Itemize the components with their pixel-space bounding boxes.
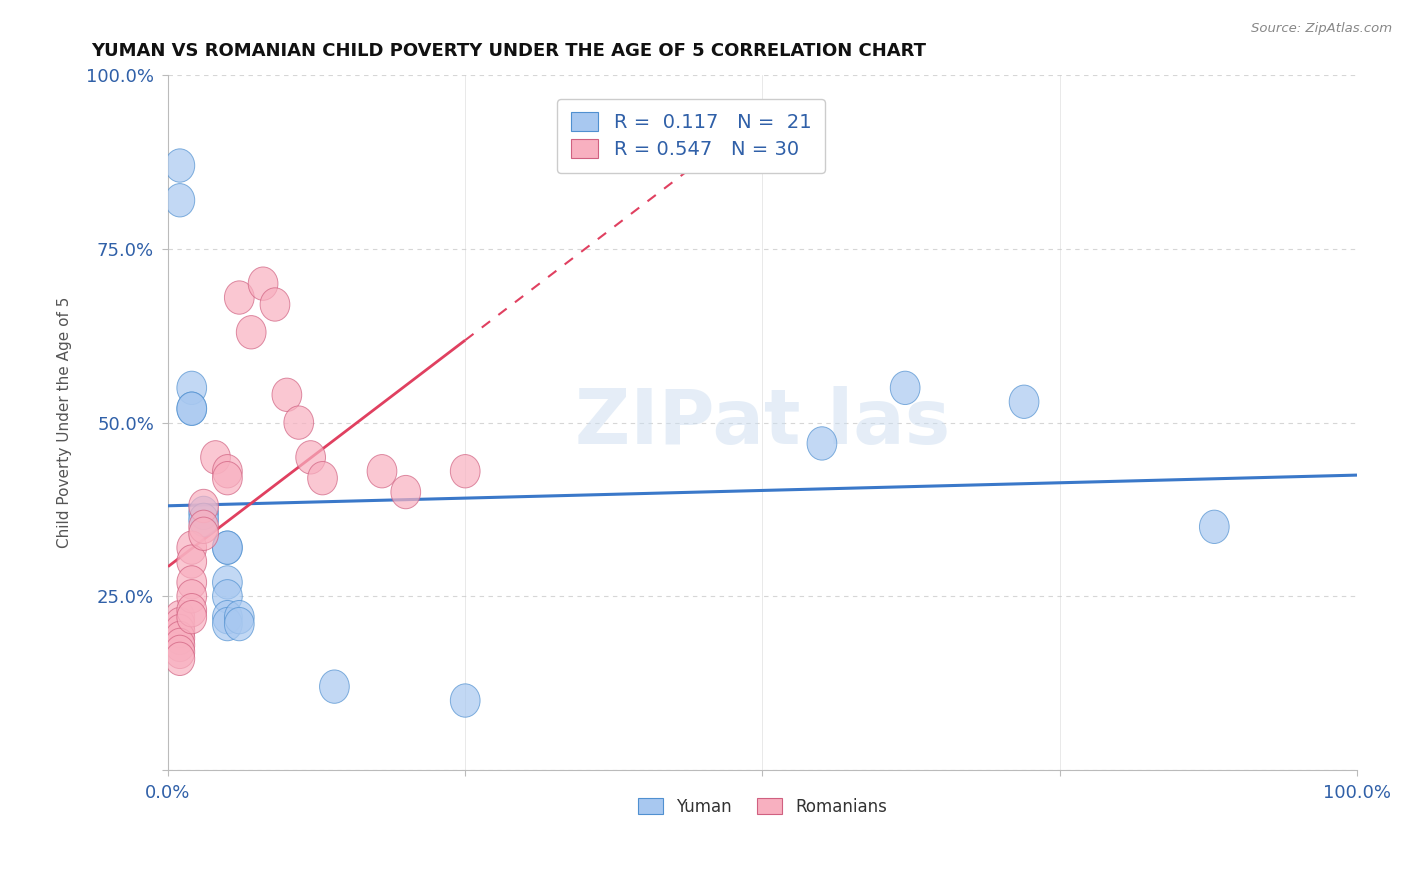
Ellipse shape bbox=[249, 267, 278, 301]
Ellipse shape bbox=[1199, 510, 1229, 543]
Ellipse shape bbox=[367, 455, 396, 488]
Ellipse shape bbox=[165, 607, 194, 640]
Ellipse shape bbox=[212, 566, 242, 599]
Ellipse shape bbox=[225, 281, 254, 314]
Ellipse shape bbox=[165, 615, 194, 648]
Ellipse shape bbox=[212, 461, 242, 495]
Ellipse shape bbox=[177, 580, 207, 613]
Ellipse shape bbox=[188, 490, 218, 523]
Ellipse shape bbox=[165, 149, 194, 182]
Ellipse shape bbox=[165, 600, 194, 634]
Ellipse shape bbox=[1010, 385, 1039, 418]
Ellipse shape bbox=[295, 441, 326, 474]
Ellipse shape bbox=[188, 496, 218, 530]
Ellipse shape bbox=[177, 371, 207, 405]
Ellipse shape bbox=[319, 670, 349, 703]
Ellipse shape bbox=[177, 566, 207, 599]
Ellipse shape bbox=[450, 684, 479, 717]
Ellipse shape bbox=[177, 545, 207, 578]
Ellipse shape bbox=[260, 288, 290, 321]
Ellipse shape bbox=[177, 593, 207, 627]
Ellipse shape bbox=[236, 316, 266, 349]
Ellipse shape bbox=[177, 600, 207, 634]
Ellipse shape bbox=[212, 600, 242, 634]
Text: Source: ZipAtlas.com: Source: ZipAtlas.com bbox=[1251, 22, 1392, 36]
Text: ZIPat las: ZIPat las bbox=[575, 385, 950, 459]
Legend: Yuman, Romanians: Yuman, Romanians bbox=[630, 789, 896, 824]
Ellipse shape bbox=[391, 475, 420, 508]
Ellipse shape bbox=[177, 531, 207, 565]
Ellipse shape bbox=[225, 600, 254, 634]
Ellipse shape bbox=[165, 635, 194, 669]
Ellipse shape bbox=[212, 607, 242, 640]
Ellipse shape bbox=[177, 392, 207, 425]
Ellipse shape bbox=[212, 531, 242, 565]
Ellipse shape bbox=[188, 517, 218, 550]
Ellipse shape bbox=[165, 642, 194, 675]
Ellipse shape bbox=[225, 607, 254, 640]
Ellipse shape bbox=[308, 461, 337, 495]
Ellipse shape bbox=[890, 371, 920, 405]
Ellipse shape bbox=[165, 622, 194, 655]
Ellipse shape bbox=[188, 503, 218, 537]
Ellipse shape bbox=[807, 426, 837, 460]
Ellipse shape bbox=[188, 510, 218, 543]
Ellipse shape bbox=[212, 455, 242, 488]
Text: YUMAN VS ROMANIAN CHILD POVERTY UNDER THE AGE OF 5 CORRELATION CHART: YUMAN VS ROMANIAN CHILD POVERTY UNDER TH… bbox=[90, 42, 925, 60]
Ellipse shape bbox=[165, 184, 194, 217]
Ellipse shape bbox=[450, 455, 479, 488]
Y-axis label: Child Poverty Under the Age of 5: Child Poverty Under the Age of 5 bbox=[58, 297, 72, 549]
Ellipse shape bbox=[165, 628, 194, 662]
Ellipse shape bbox=[212, 580, 242, 613]
Ellipse shape bbox=[271, 378, 302, 411]
Ellipse shape bbox=[284, 406, 314, 439]
Ellipse shape bbox=[212, 531, 242, 565]
Ellipse shape bbox=[201, 441, 231, 474]
Ellipse shape bbox=[177, 392, 207, 425]
